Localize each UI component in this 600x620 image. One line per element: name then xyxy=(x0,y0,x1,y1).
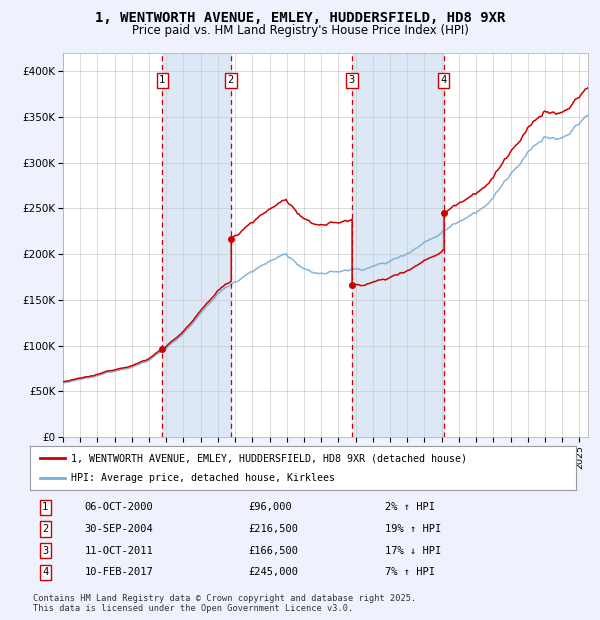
Text: Contains HM Land Registry data © Crown copyright and database right 2025.
This d: Contains HM Land Registry data © Crown c… xyxy=(33,594,416,613)
Text: 19% ↑ HPI: 19% ↑ HPI xyxy=(385,524,441,534)
Text: 1: 1 xyxy=(159,75,166,85)
Text: £166,500: £166,500 xyxy=(248,546,298,556)
Text: 4: 4 xyxy=(440,75,447,85)
Text: £96,000: £96,000 xyxy=(248,502,292,513)
Text: 06-OCT-2000: 06-OCT-2000 xyxy=(85,502,154,513)
Text: 1, WENTWORTH AVENUE, EMLEY, HUDDERSFIELD, HD8 9XR (detached house): 1, WENTWORTH AVENUE, EMLEY, HUDDERSFIELD… xyxy=(71,453,467,463)
Text: £216,500: £216,500 xyxy=(248,524,298,534)
Text: 4: 4 xyxy=(42,567,49,577)
Text: HPI: Average price, detached house, Kirklees: HPI: Average price, detached house, Kirk… xyxy=(71,473,335,483)
Text: 11-OCT-2011: 11-OCT-2011 xyxy=(85,546,154,556)
Text: 3: 3 xyxy=(349,75,355,85)
Bar xyxy=(163,53,231,437)
Text: 10-FEB-2017: 10-FEB-2017 xyxy=(85,567,154,577)
Text: 3: 3 xyxy=(42,546,49,556)
Text: 30-SEP-2004: 30-SEP-2004 xyxy=(85,524,154,534)
Text: 2: 2 xyxy=(228,75,234,85)
Text: 2% ↑ HPI: 2% ↑ HPI xyxy=(385,502,435,513)
Text: Price paid vs. HM Land Registry's House Price Index (HPI): Price paid vs. HM Land Registry's House … xyxy=(131,24,469,37)
Text: £245,000: £245,000 xyxy=(248,567,298,577)
Text: 17% ↓ HPI: 17% ↓ HPI xyxy=(385,546,441,556)
Text: 1: 1 xyxy=(42,502,49,513)
Text: 7% ↑ HPI: 7% ↑ HPI xyxy=(385,567,435,577)
Bar xyxy=(352,53,443,437)
Text: 2: 2 xyxy=(42,524,49,534)
Text: 1, WENTWORTH AVENUE, EMLEY, HUDDERSFIELD, HD8 9XR: 1, WENTWORTH AVENUE, EMLEY, HUDDERSFIELD… xyxy=(95,11,505,25)
